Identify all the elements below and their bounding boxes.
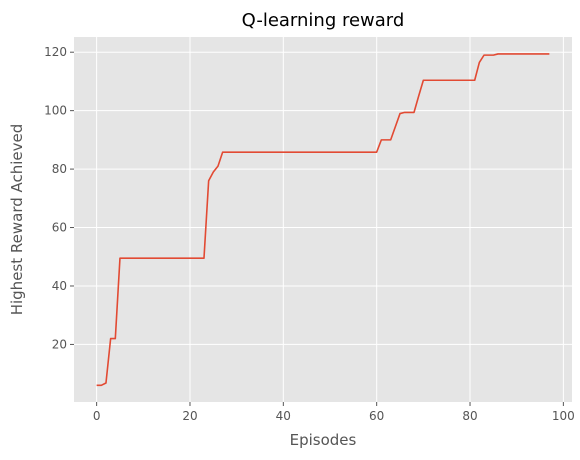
x-tick-label: 100 (552, 409, 575, 423)
x-tick-label: 80 (462, 409, 477, 423)
x-tick-label: 60 (369, 409, 384, 423)
y-tick-label: 80 (52, 162, 67, 176)
grid-lines (74, 37, 572, 402)
x-tick-label: 0 (93, 409, 101, 423)
plot-area (74, 37, 572, 402)
x-tick-label: 40 (276, 409, 291, 423)
y-tick-label: 40 (52, 279, 67, 293)
y-tick-label: 100 (44, 104, 67, 118)
y-axis-label: Highest Reward Achieved (8, 124, 26, 316)
y-tick-label: 20 (52, 337, 67, 351)
y-tick-label: 120 (44, 45, 67, 59)
series-layer (96, 53, 550, 387)
x-axis-ticks: 0 20 40 60 80 100 (93, 402, 575, 423)
x-axis-label: Episodes (290, 431, 357, 449)
y-tick-label: 60 (52, 221, 67, 235)
series-line (96, 53, 550, 387)
y-axis-ticks: 20 40 60 80 100 120 (44, 45, 74, 351)
x-tick-label: 20 (182, 409, 197, 423)
chart-title: Q-learning reward (242, 10, 405, 31)
